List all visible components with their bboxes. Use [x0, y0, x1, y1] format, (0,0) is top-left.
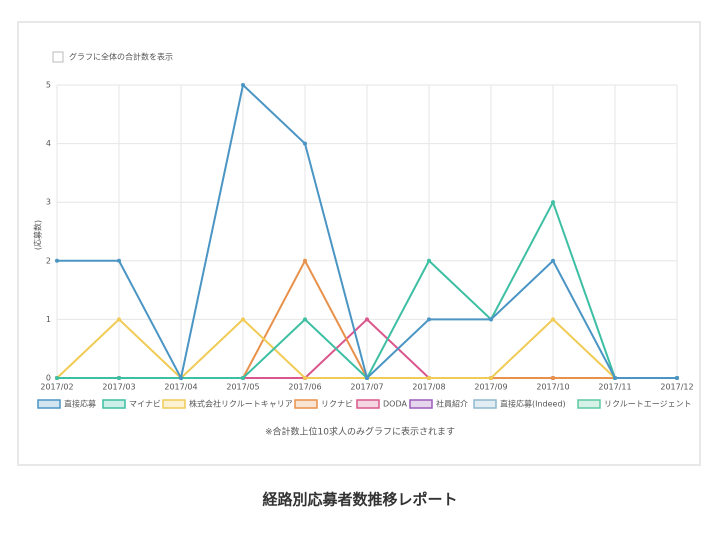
- y-tick-label: 3: [46, 198, 51, 207]
- legend-swatch: [294, 399, 318, 409]
- y-tick-label: 5: [46, 81, 51, 90]
- point: [551, 317, 555, 322]
- note: ※合計数上位10求人のみグラフに表示されます: [265, 426, 455, 438]
- point: [427, 376, 431, 380]
- caption: 経路別応募者数推移レポート: [262, 491, 457, 509]
- legend-swatch: [577, 399, 601, 409]
- legend-swatch: [37, 399, 61, 409]
- x-tick-label: 2017/08: [412, 383, 445, 392]
- y-tick-label: 4: [46, 139, 51, 148]
- point: [489, 376, 493, 380]
- y-tick-label: 2: [46, 256, 51, 265]
- point: [55, 376, 59, 380]
- legend-swatch: [473, 399, 497, 409]
- legend-label: 社員紹介: [436, 399, 468, 409]
- y-tick-label: 1: [46, 315, 51, 324]
- x-tick-label: 2017/03: [102, 383, 135, 392]
- point: [365, 376, 369, 380]
- x-tick-label: 2017/12: [660, 383, 693, 392]
- point: [489, 317, 493, 322]
- point: [241, 317, 245, 322]
- checkbox-label[interactable]: グラフに全体の合計数を表示: [69, 52, 173, 62]
- legend-label: 直接応募: [64, 399, 96, 409]
- legend-label: DODA: [383, 400, 407, 409]
- legend-swatch: [356, 399, 380, 409]
- point: [613, 376, 617, 380]
- x-tick-label: 2017/11: [598, 383, 631, 392]
- x-tick-label: 2017/04: [164, 383, 197, 392]
- point: [551, 376, 555, 380]
- x-tick-label: 2017/07: [350, 383, 383, 392]
- point: [179, 376, 183, 380]
- x-tick-label: 2017/05: [226, 383, 259, 392]
- checkbox[interactable]: [52, 51, 64, 63]
- point: [303, 376, 307, 380]
- point: [551, 200, 555, 205]
- point: [241, 83, 245, 87]
- legend-label: 直接応募(Indeed): [500, 399, 566, 409]
- point: [675, 376, 679, 380]
- point: [117, 258, 121, 263]
- point: [241, 376, 245, 380]
- x-tick-label: 2017/02: [40, 383, 73, 392]
- point: [551, 258, 555, 263]
- x-tick-label: 2017/06: [288, 383, 321, 392]
- legend-swatch: [102, 399, 126, 409]
- legend-label: リクルートエージェント: [604, 400, 692, 409]
- point: [303, 258, 307, 263]
- chart-panel: [17, 21, 701, 466]
- legend-label: 株式会社リクルートキャリア: [189, 399, 293, 409]
- y-axis-label: (応募数): [33, 220, 43, 250]
- point: [55, 258, 59, 263]
- legend-label: マイナビ: [129, 400, 161, 409]
- legend-swatch: [162, 399, 186, 409]
- legend-label: リクナビ: [321, 400, 353, 409]
- legend-swatch: [409, 399, 433, 409]
- point: [117, 317, 121, 322]
- x-tick-label: 2017/09: [474, 383, 507, 392]
- point: [303, 141, 307, 146]
- y-tick-label: 0: [46, 374, 51, 383]
- point: [117, 376, 121, 380]
- point: [365, 317, 369, 322]
- point: [303, 317, 307, 322]
- point: [427, 258, 431, 263]
- point: [427, 317, 431, 322]
- x-tick-label: 2017/10: [536, 383, 569, 392]
